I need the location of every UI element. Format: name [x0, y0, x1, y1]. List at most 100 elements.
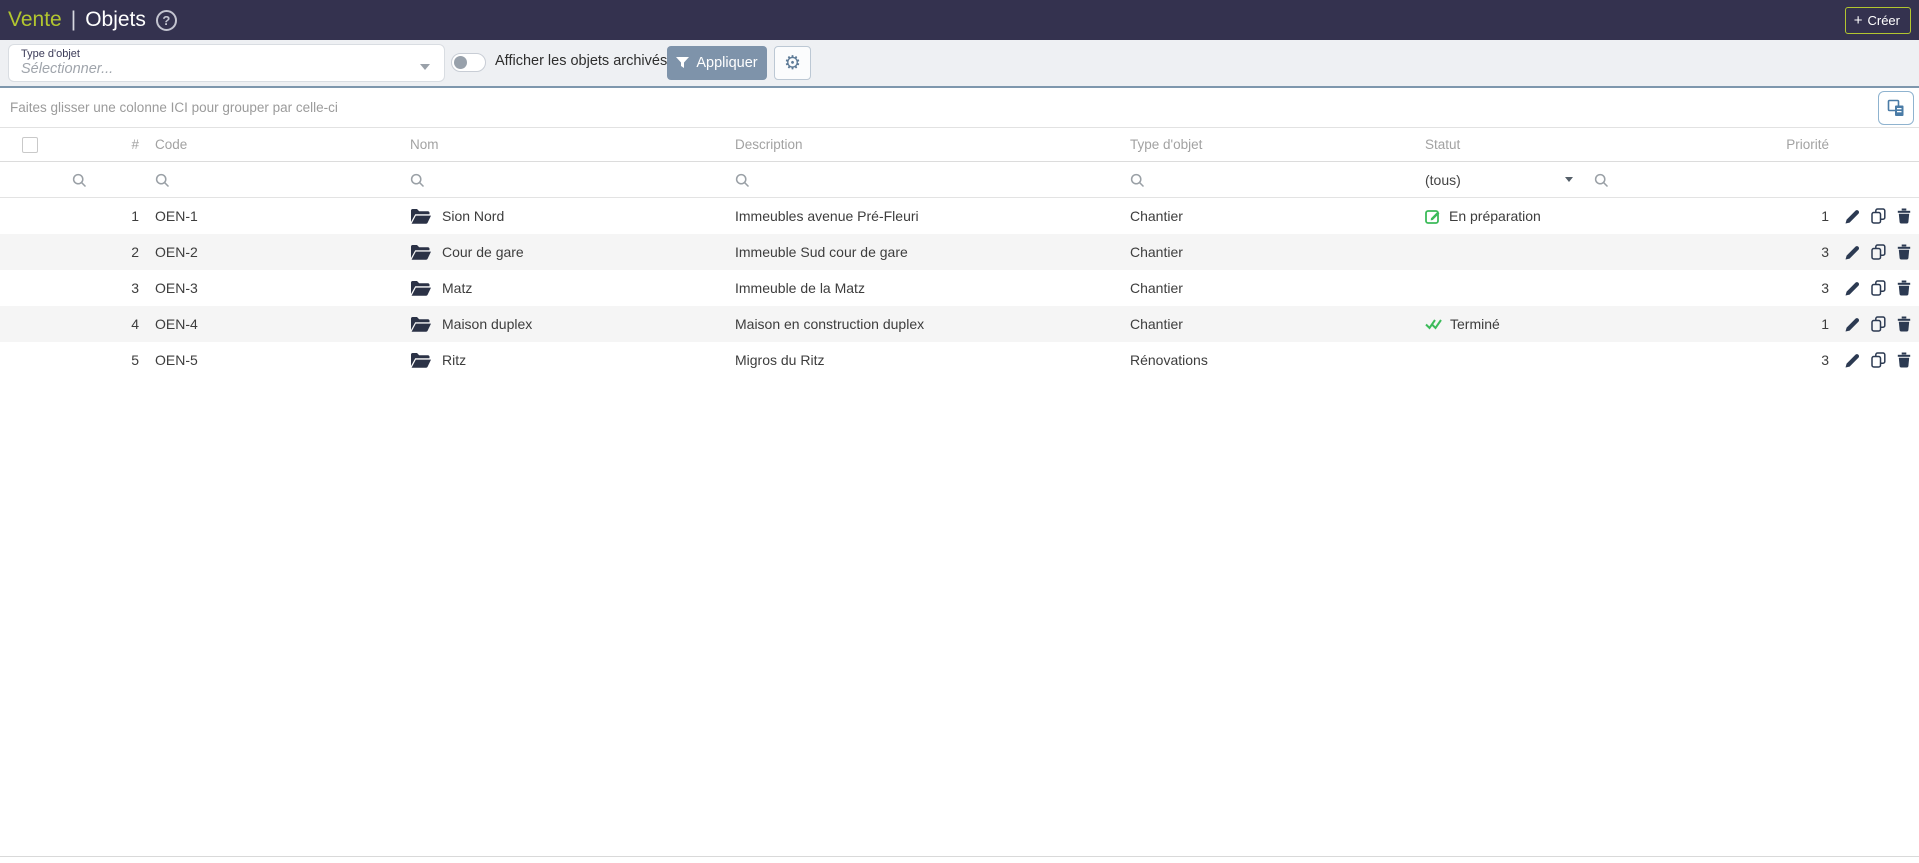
toggle-thumb [454, 56, 467, 69]
pencil-icon [1845, 317, 1860, 331]
breadcrumb-separator: | [70, 8, 77, 31]
trash-icon [1897, 280, 1911, 296]
row-number: 2 [131, 244, 139, 260]
row-name: Matz [442, 280, 473, 296]
app-header: Vente | Objets ? + Créer [0, 0, 1919, 40]
row-priority: 3 [1821, 352, 1829, 368]
type-object-select-label: Type d'objet [21, 48, 80, 60]
column-header-code[interactable]: Code [155, 137, 188, 152]
copy-icon [1871, 352, 1886, 368]
search-icon[interactable] [1594, 173, 1609, 188]
row-type: Chantier [1130, 244, 1183, 260]
type-object-select[interactable]: Type d'objet Sélectionner... [8, 44, 445, 82]
chevron-down-icon [1565, 177, 1573, 182]
copy-icon [1871, 316, 1886, 332]
show-archived-label: Afficher les objets archivés [495, 53, 668, 69]
column-header-priorite[interactable]: Priorité [1786, 137, 1829, 152]
group-panel-hint: Faites glisser une colonne ICI pour grou… [10, 100, 338, 115]
panel-separator [0, 86, 1919, 88]
column-chooser-button[interactable] [1878, 91, 1914, 125]
select-all-checkbox[interactable] [22, 136, 38, 153]
delete-button[interactable] [1897, 316, 1911, 332]
table-row[interactable]: 2 OEN-2 Cour de gare Immeuble Sud cour d… [0, 234, 1919, 270]
table-header-row: # Code Nom Description Type d'objet Stat… [0, 128, 1919, 162]
show-archived-toggle[interactable] [451, 53, 486, 72]
apply-button-label: Appliquer [696, 55, 758, 71]
column-header-statut[interactable]: Statut [1425, 137, 1461, 152]
search-icon[interactable] [1130, 173, 1145, 188]
edit-button[interactable] [1845, 245, 1860, 260]
duplicate-button[interactable] [1871, 352, 1886, 368]
duplicate-button[interactable] [1871, 208, 1886, 224]
row-type: Chantier [1130, 316, 1183, 332]
duplicate-button[interactable] [1871, 316, 1886, 332]
create-button[interactable]: + Créer [1844, 6, 1911, 34]
column-header-type[interactable]: Type d'objet [1130, 137, 1203, 152]
row-number: 3 [131, 280, 139, 296]
row-name: Sion Nord [442, 208, 505, 224]
footer-divider [0, 856, 1919, 857]
folder-icon [411, 352, 431, 368]
settings-button[interactable]: ⚙ [774, 46, 811, 80]
row-name: Ritz [442, 352, 467, 368]
table-row[interactable]: 3 OEN-3 Matz Immeuble de la Matz Chantie… [0, 270, 1919, 306]
chevron-down-icon[interactable] [420, 64, 430, 70]
row-code: OEN-3 [155, 280, 198, 296]
pencil-icon [1845, 245, 1860, 259]
row-status: En préparation [1449, 208, 1541, 224]
row-code: OEN-1 [155, 208, 198, 224]
statut-filter-select[interactable]: (tous) [1425, 172, 1573, 188]
row-type: Rénovations [1130, 352, 1208, 368]
trash-icon [1897, 208, 1911, 224]
filter-funnel-icon [676, 57, 690, 68]
edit-button[interactable] [1845, 353, 1860, 368]
row-priority: 3 [1821, 244, 1829, 260]
table-body: 1 OEN-1 Sion Nord Immeubles avenue Pré-F… [0, 198, 1919, 378]
search-icon[interactable] [155, 173, 170, 188]
filter-toolbar: Type d'objet Sélectionner... Afficher le… [0, 40, 1919, 86]
column-header-num[interactable]: # [131, 137, 139, 152]
search-icon[interactable] [72, 173, 87, 188]
apply-button[interactable]: Appliquer [667, 46, 767, 80]
copy-icon [1871, 280, 1886, 296]
gear-icon: ⚙ [783, 51, 802, 74]
edit-button[interactable] [1845, 317, 1860, 332]
column-chooser-icon [1887, 99, 1904, 116]
trash-icon [1897, 352, 1911, 368]
status-edit-icon [1425, 210, 1440, 224]
row-name: Cour de gare [442, 244, 524, 260]
group-panel: Faites glisser une colonne ICI pour grou… [0, 88, 1919, 128]
statut-filter-value: (tous) [1425, 171, 1461, 188]
help-icon[interactable]: ? [155, 9, 177, 31]
trash-icon [1897, 316, 1911, 332]
row-description: Immeuble Sud cour de gare [735, 244, 908, 260]
search-icon[interactable] [410, 173, 425, 188]
row-description: Immeubles avenue Pré-Fleuri [735, 208, 919, 224]
type-object-select-placeholder: Sélectionner... [21, 61, 114, 77]
row-description: Immeuble de la Matz [735, 280, 865, 296]
row-type: Chantier [1130, 208, 1183, 224]
table-row[interactable]: 4 OEN-4 Maison duplex Maison en construc… [0, 306, 1919, 342]
duplicate-button[interactable] [1871, 244, 1886, 260]
breadcrumb-module: Vente [8, 8, 62, 31]
table-row[interactable]: 5 OEN-5 Ritz Migros du Ritz Rénovations … [0, 342, 1919, 378]
pencil-icon [1845, 209, 1860, 223]
delete-button[interactable] [1897, 208, 1911, 224]
delete-button[interactable] [1897, 244, 1911, 260]
folder-icon [411, 208, 431, 224]
delete-button[interactable] [1897, 352, 1911, 368]
table-filter-row: (tous) [0, 162, 1919, 198]
duplicate-button[interactable] [1871, 280, 1886, 296]
row-number: 1 [131, 208, 139, 224]
edit-button[interactable] [1845, 209, 1860, 224]
row-type: Chantier [1130, 280, 1183, 296]
column-header-description[interactable]: Description [735, 137, 803, 152]
search-icon[interactable] [735, 173, 750, 188]
edit-button[interactable] [1845, 281, 1860, 296]
delete-button[interactable] [1897, 280, 1911, 296]
table-row[interactable]: 1 OEN-1 Sion Nord Immeubles avenue Pré-F… [0, 198, 1919, 234]
create-button-label: Créer [1867, 12, 1900, 28]
copy-icon [1871, 208, 1886, 224]
row-number: 4 [131, 316, 139, 332]
column-header-nom[interactable]: Nom [410, 137, 439, 152]
